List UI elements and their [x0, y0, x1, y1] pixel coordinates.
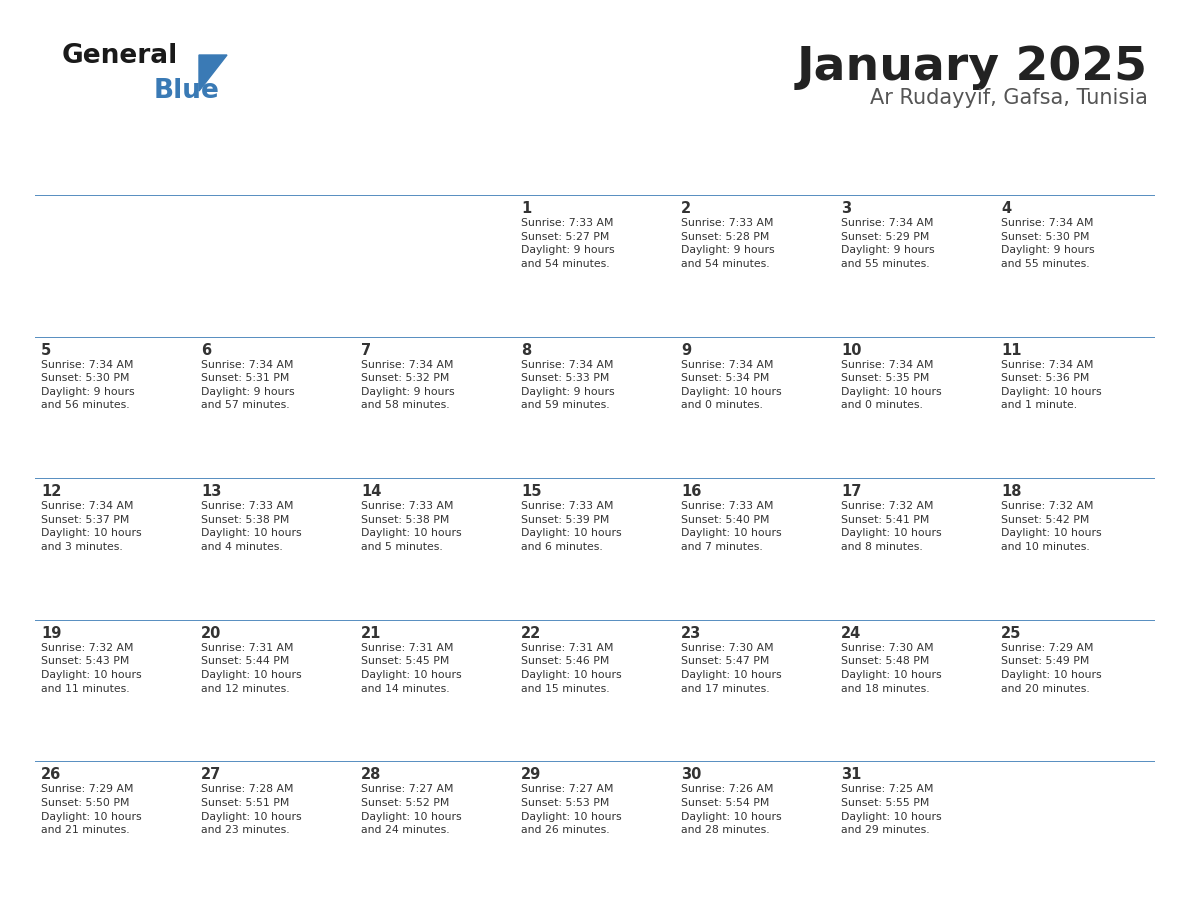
Text: Ar Rudayyif, Gafsa, Tunisia: Ar Rudayyif, Gafsa, Tunisia — [870, 88, 1148, 108]
Text: Tuesday: Tuesday — [403, 171, 467, 185]
Text: Sunrise: 7:32 AM
Sunset: 5:43 PM
Daylight: 10 hours
and 11 minutes.: Sunrise: 7:32 AM Sunset: 5:43 PM Dayligh… — [42, 643, 141, 694]
Text: Sunrise: 7:34 AM
Sunset: 5:30 PM
Daylight: 9 hours
and 56 minutes.: Sunrise: 7:34 AM Sunset: 5:30 PM Dayligh… — [42, 360, 134, 410]
Text: Sunrise: 7:34 AM
Sunset: 5:35 PM
Daylight: 10 hours
and 0 minutes.: Sunrise: 7:34 AM Sunset: 5:35 PM Dayligh… — [841, 360, 942, 410]
Text: Sunrise: 7:27 AM
Sunset: 5:53 PM
Daylight: 10 hours
and 26 minutes.: Sunrise: 7:27 AM Sunset: 5:53 PM Dayligh… — [522, 784, 621, 835]
Text: Sunrise: 7:34 AM
Sunset: 5:31 PM
Daylight: 9 hours
and 57 minutes.: Sunrise: 7:34 AM Sunset: 5:31 PM Dayligh… — [201, 360, 295, 410]
Text: 18: 18 — [1001, 484, 1022, 499]
Text: Sunrise: 7:32 AM
Sunset: 5:42 PM
Daylight: 10 hours
and 10 minutes.: Sunrise: 7:32 AM Sunset: 5:42 PM Dayligh… — [1001, 501, 1101, 552]
Text: Sunrise: 7:31 AM
Sunset: 5:44 PM
Daylight: 10 hours
and 12 minutes.: Sunrise: 7:31 AM Sunset: 5:44 PM Dayligh… — [201, 643, 302, 694]
Text: Sunrise: 7:29 AM
Sunset: 5:50 PM
Daylight: 10 hours
and 21 minutes.: Sunrise: 7:29 AM Sunset: 5:50 PM Dayligh… — [42, 784, 141, 835]
Text: Sunrise: 7:30 AM
Sunset: 5:47 PM
Daylight: 10 hours
and 17 minutes.: Sunrise: 7:30 AM Sunset: 5:47 PM Dayligh… — [681, 643, 782, 694]
Text: 16: 16 — [681, 484, 701, 499]
Text: Sunrise: 7:34 AM
Sunset: 5:37 PM
Daylight: 10 hours
and 3 minutes.: Sunrise: 7:34 AM Sunset: 5:37 PM Dayligh… — [42, 501, 141, 552]
Text: 14: 14 — [361, 484, 381, 499]
Text: Sunrise: 7:31 AM
Sunset: 5:45 PM
Daylight: 10 hours
and 14 minutes.: Sunrise: 7:31 AM Sunset: 5:45 PM Dayligh… — [361, 643, 462, 694]
Text: 9: 9 — [681, 342, 691, 358]
Text: Sunrise: 7:33 AM
Sunset: 5:40 PM
Daylight: 10 hours
and 7 minutes.: Sunrise: 7:33 AM Sunset: 5:40 PM Dayligh… — [681, 501, 782, 552]
Text: Sunrise: 7:30 AM
Sunset: 5:48 PM
Daylight: 10 hours
and 18 minutes.: Sunrise: 7:30 AM Sunset: 5:48 PM Dayligh… — [841, 643, 942, 694]
Text: Sunrise: 7:34 AM
Sunset: 5:29 PM
Daylight: 9 hours
and 55 minutes.: Sunrise: 7:34 AM Sunset: 5:29 PM Dayligh… — [841, 218, 935, 269]
Text: 23: 23 — [681, 626, 701, 641]
Text: Sunrise: 7:34 AM
Sunset: 5:36 PM
Daylight: 10 hours
and 1 minute.: Sunrise: 7:34 AM Sunset: 5:36 PM Dayligh… — [1001, 360, 1101, 410]
Text: 3: 3 — [841, 201, 851, 216]
Text: 13: 13 — [201, 484, 221, 499]
Text: 7: 7 — [361, 342, 371, 358]
Text: 6: 6 — [201, 342, 211, 358]
Text: 12: 12 — [42, 484, 62, 499]
Text: 24: 24 — [841, 626, 861, 641]
Text: 2: 2 — [681, 201, 691, 216]
Text: Sunrise: 7:34 AM
Sunset: 5:32 PM
Daylight: 9 hours
and 58 minutes.: Sunrise: 7:34 AM Sunset: 5:32 PM Dayligh… — [361, 360, 455, 410]
Text: 17: 17 — [841, 484, 861, 499]
Polygon shape — [200, 55, 227, 91]
Text: Sunrise: 7:29 AM
Sunset: 5:49 PM
Daylight: 10 hours
and 20 minutes.: Sunrise: 7:29 AM Sunset: 5:49 PM Dayligh… — [1001, 643, 1101, 694]
Text: 20: 20 — [201, 626, 221, 641]
Text: 26: 26 — [42, 767, 62, 782]
Text: 29: 29 — [522, 767, 542, 782]
Text: 10: 10 — [841, 342, 861, 358]
Text: 8: 8 — [522, 342, 531, 358]
Text: General: General — [62, 43, 178, 69]
Text: Blue: Blue — [154, 78, 220, 104]
Text: 27: 27 — [201, 767, 221, 782]
Text: Sunrise: 7:33 AM
Sunset: 5:39 PM
Daylight: 10 hours
and 6 minutes.: Sunrise: 7:33 AM Sunset: 5:39 PM Dayligh… — [522, 501, 621, 552]
Text: Sunrise: 7:33 AM
Sunset: 5:38 PM
Daylight: 10 hours
and 5 minutes.: Sunrise: 7:33 AM Sunset: 5:38 PM Dayligh… — [361, 501, 462, 552]
Text: 22: 22 — [522, 626, 542, 641]
Text: 28: 28 — [361, 767, 381, 782]
Text: 11: 11 — [1001, 342, 1022, 358]
Text: 25: 25 — [1001, 626, 1022, 641]
Text: 4: 4 — [1001, 201, 1011, 216]
Text: Sunrise: 7:28 AM
Sunset: 5:51 PM
Daylight: 10 hours
and 23 minutes.: Sunrise: 7:28 AM Sunset: 5:51 PM Dayligh… — [201, 784, 302, 835]
Text: January 2025: January 2025 — [797, 45, 1148, 90]
Text: 31: 31 — [841, 767, 861, 782]
Text: Sunrise: 7:32 AM
Sunset: 5:41 PM
Daylight: 10 hours
and 8 minutes.: Sunrise: 7:32 AM Sunset: 5:41 PM Dayligh… — [841, 501, 942, 552]
Text: Wednesday: Wednesday — [550, 171, 640, 185]
Text: Sunrise: 7:33 AM
Sunset: 5:28 PM
Daylight: 9 hours
and 54 minutes.: Sunrise: 7:33 AM Sunset: 5:28 PM Dayligh… — [681, 218, 775, 269]
Text: Sunrise: 7:25 AM
Sunset: 5:55 PM
Daylight: 10 hours
and 29 minutes.: Sunrise: 7:25 AM Sunset: 5:55 PM Dayligh… — [841, 784, 942, 835]
Text: Thursday: Thursday — [719, 171, 791, 185]
Text: Friday: Friday — [891, 171, 939, 185]
Text: 1: 1 — [522, 201, 531, 216]
Text: Sunrise: 7:33 AM
Sunset: 5:27 PM
Daylight: 9 hours
and 54 minutes.: Sunrise: 7:33 AM Sunset: 5:27 PM Dayligh… — [522, 218, 614, 269]
Text: Monday: Monday — [245, 171, 305, 185]
Text: Sunrise: 7:34 AM
Sunset: 5:30 PM
Daylight: 9 hours
and 55 minutes.: Sunrise: 7:34 AM Sunset: 5:30 PM Dayligh… — [1001, 218, 1094, 269]
Text: Saturday: Saturday — [1040, 171, 1111, 185]
Text: Sunday: Sunday — [86, 171, 144, 185]
Text: Sunrise: 7:34 AM
Sunset: 5:34 PM
Daylight: 10 hours
and 0 minutes.: Sunrise: 7:34 AM Sunset: 5:34 PM Dayligh… — [681, 360, 782, 410]
Text: 21: 21 — [361, 626, 381, 641]
Text: 5: 5 — [42, 342, 51, 358]
Text: Sunrise: 7:27 AM
Sunset: 5:52 PM
Daylight: 10 hours
and 24 minutes.: Sunrise: 7:27 AM Sunset: 5:52 PM Dayligh… — [361, 784, 462, 835]
Text: 15: 15 — [522, 484, 542, 499]
Text: 30: 30 — [681, 767, 701, 782]
Text: Sunrise: 7:31 AM
Sunset: 5:46 PM
Daylight: 10 hours
and 15 minutes.: Sunrise: 7:31 AM Sunset: 5:46 PM Dayligh… — [522, 643, 621, 694]
Text: Sunrise: 7:34 AM
Sunset: 5:33 PM
Daylight: 9 hours
and 59 minutes.: Sunrise: 7:34 AM Sunset: 5:33 PM Dayligh… — [522, 360, 614, 410]
Text: Sunrise: 7:33 AM
Sunset: 5:38 PM
Daylight: 10 hours
and 4 minutes.: Sunrise: 7:33 AM Sunset: 5:38 PM Dayligh… — [201, 501, 302, 552]
Text: 19: 19 — [42, 626, 62, 641]
Text: Sunrise: 7:26 AM
Sunset: 5:54 PM
Daylight: 10 hours
and 28 minutes.: Sunrise: 7:26 AM Sunset: 5:54 PM Dayligh… — [681, 784, 782, 835]
